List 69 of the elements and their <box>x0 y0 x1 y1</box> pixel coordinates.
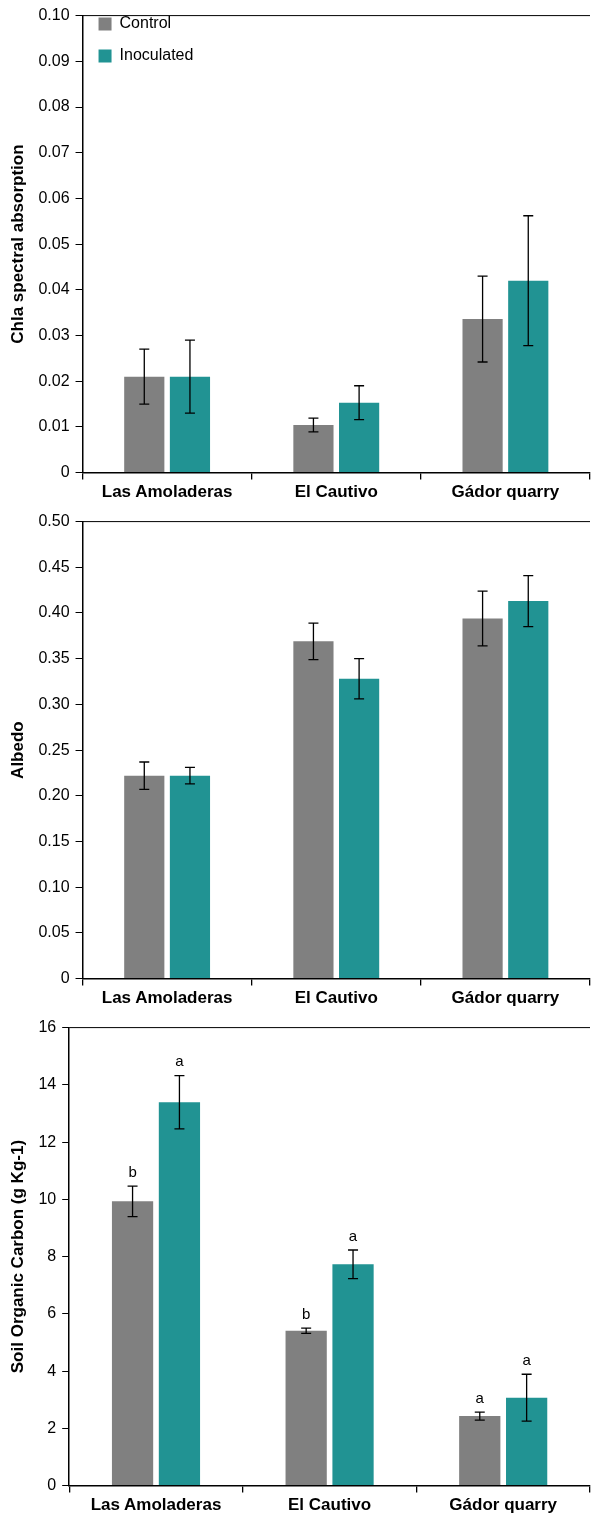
y-tick-label: 0.30 <box>38 694 70 712</box>
y-tick-label: 0.45 <box>38 557 70 575</box>
bar <box>506 1397 548 1486</box>
y-axis-title: Soil Organic Carbon (g Kg-1) <box>7 1139 27 1374</box>
bar <box>462 319 503 473</box>
bar <box>339 678 380 979</box>
bar <box>293 425 334 473</box>
y-tick-label: 0.50 <box>38 512 70 530</box>
bar <box>169 376 211 473</box>
bar <box>111 1201 154 1486</box>
y-tick-label: 0.10 <box>38 6 70 24</box>
y-tick-label: 2 <box>47 1418 57 1436</box>
y-tick-label: 0.35 <box>38 649 70 667</box>
y-tick-label: 6 <box>47 1304 57 1322</box>
x-tick-label: El Cautivo <box>294 482 378 502</box>
x-tick-label: El Cautivo <box>294 988 378 1008</box>
bar <box>332 1264 374 1486</box>
y-tick-label: 0.20 <box>38 786 70 804</box>
bar <box>158 1102 201 1486</box>
bar <box>169 775 211 979</box>
x-tick-label: Las Amoladeras <box>90 1495 222 1515</box>
y-tick-label: 8 <box>47 1247 57 1265</box>
y-tick-label: 0.04 <box>38 280 70 298</box>
data-label: b <box>301 1304 311 1322</box>
bar <box>124 376 165 473</box>
y-tick-label: 12 <box>38 1132 57 1150</box>
y-tick-label: 14 <box>38 1075 57 1093</box>
x-tick-label: Gádor quarry <box>451 988 560 1008</box>
y-tick-label: 0 <box>47 1476 57 1494</box>
y-tick-label: 0 <box>60 463 70 481</box>
bar <box>459 1416 501 1486</box>
y-tick-label: 0.10 <box>38 877 70 895</box>
x-tick-label: Las Amoladeras <box>101 988 233 1008</box>
data-label: a <box>522 1350 532 1368</box>
y-tick-label: 0.06 <box>38 188 70 206</box>
data-label: a <box>175 1052 185 1070</box>
y-tick-label: 10 <box>38 1189 57 1207</box>
y-tick-label: 16 <box>38 1018 57 1036</box>
bar <box>124 775 165 979</box>
y-tick-label: 0.03 <box>38 325 70 343</box>
bar <box>508 280 549 473</box>
y-tick-label: 0.07 <box>38 143 70 161</box>
y-tick-label: 0.25 <box>38 740 70 758</box>
y-axis-title: Albedo <box>7 721 27 779</box>
bar <box>508 601 549 979</box>
y-tick-label: 0.09 <box>38 51 70 69</box>
x-tick-label: Gádor quarry <box>449 1495 558 1515</box>
bar <box>339 402 380 473</box>
legend-label: Inoculated <box>119 46 194 64</box>
bar <box>285 1330 327 1486</box>
legend-label: Control <box>119 14 172 32</box>
x-tick-label: Las Amoladeras <box>101 482 233 502</box>
x-tick-label: El Cautivo <box>288 1495 372 1515</box>
data-label: b <box>128 1162 137 1180</box>
y-tick-label: 0.05 <box>38 234 70 252</box>
y-tick-label: 0.08 <box>38 97 70 115</box>
y-tick-label: 0 <box>60 969 70 987</box>
bar <box>462 618 503 979</box>
y-tick-label: 0.40 <box>38 603 70 621</box>
y-tick-label: 0.15 <box>38 831 70 849</box>
y-tick-label: 0.02 <box>38 371 70 389</box>
x-tick-label: Gádor quarry <box>451 482 560 502</box>
bar <box>293 641 334 979</box>
y-tick-label: 0.05 <box>38 923 70 941</box>
y-tick-label: 4 <box>47 1361 57 1379</box>
data-label: a <box>348 1226 358 1244</box>
y-tick-label: 0.01 <box>38 417 70 435</box>
data-label: a <box>475 1388 485 1406</box>
y-axis-title: Chla spectral absorption <box>7 144 27 344</box>
